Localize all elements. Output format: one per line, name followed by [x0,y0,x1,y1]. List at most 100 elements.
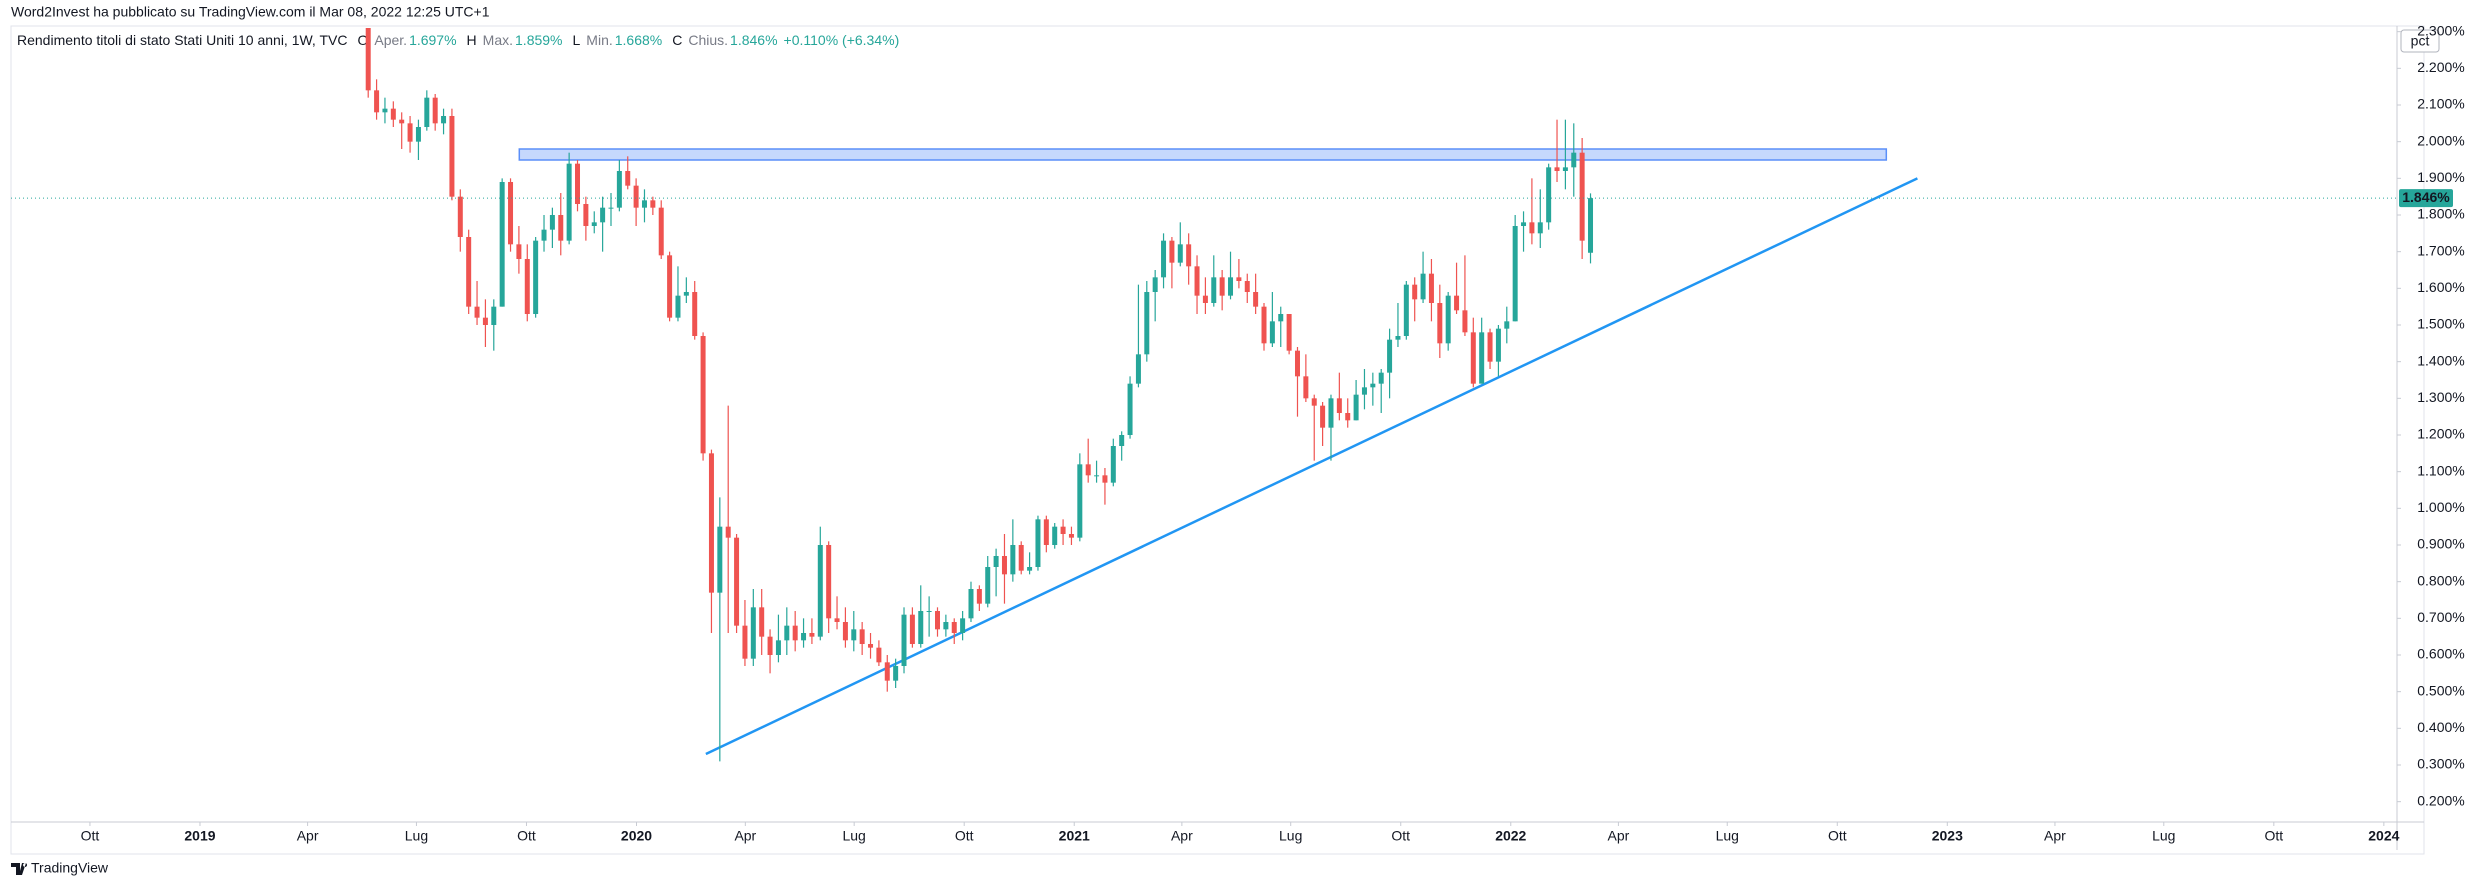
candle-body [775,640,781,655]
candle-body [1320,405,1326,428]
candle-body [817,545,823,637]
candle-body [1261,306,1267,344]
candle-body [1253,292,1259,307]
x-tick-label: Lug [405,828,428,844]
last-price-box [2399,189,2453,208]
candle-body [474,306,480,318]
candle-body [1311,398,1317,406]
unit-label: pct [2411,33,2430,49]
candle-body [1127,383,1133,435]
x-tick-label: Lug [1716,828,1739,844]
candle-body [482,317,488,325]
candle-body [1588,198,1594,253]
y-tick-label: 1.900% [2417,169,2464,185]
candle-body [1035,519,1041,567]
candle-body [541,229,547,241]
x-tick-label: 2023 [1932,828,1963,844]
candle-body [1395,336,1401,340]
candle-body [1077,464,1083,538]
candle-body [792,625,798,641]
candle-body [1428,273,1434,303]
x-tick-label: 2019 [184,828,215,844]
candle-body [1010,545,1016,575]
legend-key: L [573,32,581,48]
candle-body [390,108,396,120]
candle-body [1052,526,1058,545]
x-tick-label: 2020 [621,828,652,844]
candle-body [658,207,664,256]
candle-body [1370,383,1376,388]
x-tick-label: 2021 [1059,828,1090,844]
candle-body [374,90,380,113]
candle-body [491,306,497,325]
candle-body [1177,244,1183,263]
legend-text: Rendimento titoli di stato Stati Uniti 1… [17,32,899,48]
candle-body [1445,295,1451,344]
candle-body [1161,240,1167,278]
candle-body [851,629,857,641]
candle-body [1454,295,1460,311]
candle-body [1278,314,1284,322]
candle-body [650,200,656,208]
candle-body [382,108,388,113]
candle-body [1412,284,1418,300]
candle-body [901,614,907,666]
x-tick-label: Apr [1608,828,1630,844]
candle-body [909,614,915,644]
y-tick-label: 0.800% [2417,572,2464,588]
legend-key: H [467,32,477,48]
candle-body [457,196,463,237]
candle-body [1018,545,1024,571]
y-tick-label: 0.500% [2417,682,2464,698]
candle-body [508,182,514,245]
legend-label: Min. [586,32,612,48]
candle-body [1328,398,1334,428]
candle-body [1403,284,1409,336]
candle-body [575,163,581,204]
candle-body [432,97,438,124]
candle-body [1027,567,1033,571]
candle-body [1219,277,1225,296]
candle-body [1387,339,1393,373]
candle-body [918,611,924,644]
candle-body [1060,526,1066,534]
candle-body [441,116,447,124]
y-tick-label: 0.400% [2417,719,2464,735]
candle-body [1144,292,1150,355]
y-tick-label: 0.900% [2417,536,2464,552]
candle-body [1043,519,1049,545]
candle-body [1152,277,1158,292]
candle-body [1228,277,1234,296]
candle-body [1470,332,1476,384]
candle-body [591,222,597,226]
candle-body [1462,310,1468,333]
x-tick-label: Ott [1828,828,1847,844]
unit-box [2400,29,2440,53]
y-tick-label: 1.400% [2417,352,2464,368]
legend-value: 1.846% [730,32,777,48]
candle-body [834,618,840,622]
candle-body [784,625,790,641]
candle-body [608,207,614,209]
y-tick-label: 1.800% [2417,206,2464,222]
candle-body [675,295,681,318]
candle-body [667,255,673,318]
candle-body [600,207,606,223]
candle-body [407,123,413,142]
trendline [705,177,1918,756]
candle-body [1420,273,1426,300]
candle-body [683,292,689,296]
candle-body [633,185,639,208]
candle-body [708,453,714,593]
candle-body [1119,435,1125,446]
y-tick-label: 1.500% [2417,316,2464,332]
candle-body [549,215,555,230]
y-tick-label: 2.100% [2417,96,2464,112]
candle-body [558,215,564,241]
candle-body [960,618,966,633]
candle-body [692,292,698,336]
candle-body [1244,281,1250,292]
candle-body [868,644,874,648]
candle-body [1479,332,1485,384]
legend-label: Aper. [374,32,407,48]
